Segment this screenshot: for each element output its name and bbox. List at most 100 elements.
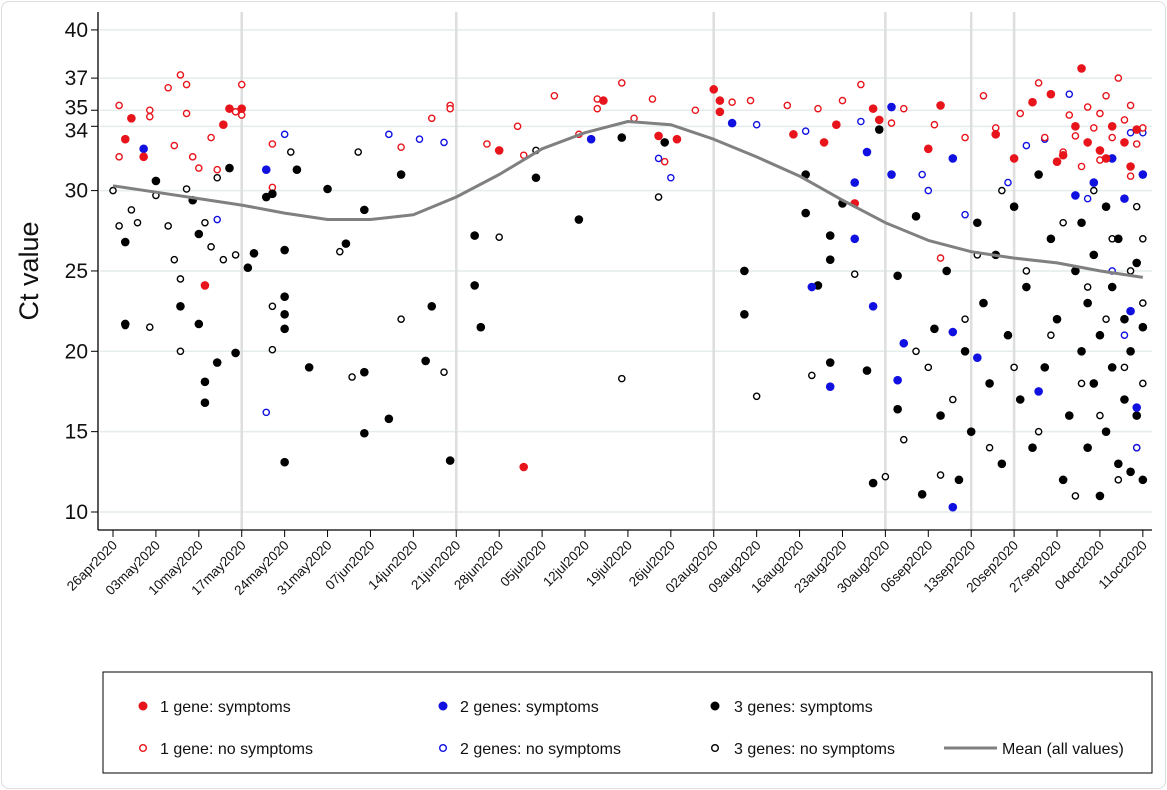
point-3-genes-no-symptoms bbox=[808, 371, 816, 380]
point-2-genes-symptoms bbox=[893, 375, 902, 385]
point-3-genes-no-symptoms bbox=[850, 270, 859, 278]
point-1-gene-symptoms bbox=[139, 152, 148, 162]
point-1-gene-no-symptoms bbox=[176, 71, 185, 79]
y-axis-label: Ct value bbox=[14, 221, 44, 320]
point-3-genes-symptoms bbox=[1120, 395, 1129, 404]
point-1-gene-no-symptoms bbox=[728, 98, 736, 107]
legend-marker-1-gene-no-symptoms bbox=[138, 744, 147, 753]
point-1-gene-symptoms bbox=[599, 96, 608, 105]
point-3-genes-symptoms bbox=[1095, 491, 1105, 501]
point-3-genes-symptoms bbox=[874, 125, 884, 134]
point-1-gene-no-symptoms bbox=[979, 91, 988, 100]
point-2-genes-no-symptoms bbox=[1120, 331, 1129, 340]
point-3-genes-symptoms bbox=[225, 163, 234, 173]
legend-label: 2 genes: symptoms bbox=[460, 699, 599, 716]
point-3-genes-symptoms bbox=[360, 428, 369, 438]
point-1-gene-symptoms bbox=[654, 131, 663, 141]
point-1-gene-symptoms bbox=[219, 120, 228, 130]
point-1-gene-symptoms bbox=[1126, 162, 1135, 171]
point-2-genes-symptoms bbox=[1138, 170, 1148, 179]
point-3-genes-symptoms bbox=[1022, 282, 1031, 292]
point-1-gene-no-symptoms bbox=[115, 101, 123, 110]
point-3-genes-symptoms bbox=[862, 366, 872, 375]
point-3-genes-no-symptoms bbox=[127, 206, 136, 214]
y-tick-label: 40 bbox=[65, 19, 88, 42]
point-1-gene-no-symptoms bbox=[115, 153, 123, 161]
point-3-genes-symptoms bbox=[1107, 363, 1117, 372]
point-3-genes-symptoms bbox=[1028, 443, 1037, 453]
point-1-gene-no-symptoms bbox=[268, 140, 277, 148]
point-3-genes-symptoms bbox=[1034, 170, 1043, 179]
legend-marker-2-genes-symptoms bbox=[438, 701, 448, 711]
point-2-genes-no-symptoms bbox=[1132, 443, 1141, 452]
point-2-genes-no-symptoms bbox=[654, 154, 663, 163]
point-3-genes-symptoms bbox=[911, 212, 921, 221]
point-3-genes-symptoms bbox=[1138, 475, 1148, 485]
point-3-genes-symptoms bbox=[979, 298, 988, 308]
mean-line-group bbox=[112, 120, 1144, 279]
mean-line bbox=[112, 120, 1144, 279]
point-1-gene-symptoms bbox=[936, 101, 945, 110]
point-3-genes-symptoms bbox=[893, 271, 902, 281]
point-3-genes-symptoms bbox=[936, 411, 945, 420]
point-1-gene-no-symptoms bbox=[397, 143, 405, 152]
point-1-gene-symptoms bbox=[709, 85, 719, 94]
point-1-gene-symptoms bbox=[923, 144, 933, 154]
point-2-genes-no-symptoms bbox=[1065, 90, 1074, 98]
point-1-gene-symptoms bbox=[715, 96, 725, 105]
point-1-gene-no-symptoms bbox=[182, 109, 191, 118]
point-3-genes-no-symptoms bbox=[354, 148, 363, 156]
point-1-gene-no-symptoms bbox=[1114, 74, 1123, 82]
point-3-genes-symptoms bbox=[280, 292, 289, 301]
point-3-genes-symptoms bbox=[960, 347, 970, 356]
point-3-genes-symptoms bbox=[825, 255, 835, 265]
point-2-genes-symptoms bbox=[1132, 403, 1142, 412]
point-1-gene-no-symptoms bbox=[961, 133, 969, 142]
point-3-genes-no-symptoms bbox=[1010, 363, 1018, 372]
point-1-gene-no-symptoms bbox=[1016, 109, 1025, 118]
point-3-genes-no-symptoms bbox=[1114, 476, 1123, 484]
point-3-genes-no-symptoms bbox=[752, 392, 761, 401]
point-2-genes-symptoms bbox=[1126, 306, 1135, 316]
point-2-genes-no-symptoms bbox=[440, 138, 448, 147]
point-3-genes-no-symptoms bbox=[170, 255, 179, 264]
point-3-genes-symptoms bbox=[1120, 314, 1129, 324]
point-2-genes-symptoms bbox=[948, 502, 958, 512]
y-tick-label: 10 bbox=[65, 501, 88, 524]
point-3-genes-symptoms bbox=[470, 281, 479, 290]
point-3-genes-symptoms bbox=[1126, 347, 1135, 356]
point-3-genes-symptoms bbox=[1132, 258, 1142, 268]
point-1-gene-no-symptoms bbox=[213, 165, 222, 174]
x-tick-label: 05jul2020 bbox=[497, 538, 549, 590]
point-3-genes-no-symptoms bbox=[336, 247, 344, 256]
legend-label: 3 genes: no symptoms bbox=[734, 741, 895, 758]
point-2-genes-no-symptoms bbox=[1004, 178, 1012, 187]
point-1-gene-no-symptoms bbox=[1034, 79, 1043, 87]
point-3-genes-no-symptoms bbox=[1071, 492, 1080, 500]
point-1-gene-symptoms bbox=[225, 104, 234, 113]
point-3-genes-no-symptoms bbox=[268, 345, 277, 354]
point-3-genes-no-symptoms bbox=[207, 243, 215, 251]
point-3-genes-no-symptoms bbox=[268, 302, 277, 311]
point-2-genes-symptoms bbox=[850, 178, 860, 187]
legend-marker-3-genes-symptoms bbox=[710, 701, 720, 711]
point-1-gene-no-symptoms bbox=[446, 104, 454, 113]
point-1-gene-symptoms bbox=[832, 120, 841, 130]
point-3-genes-symptoms bbox=[1009, 202, 1019, 211]
point-1-gene-symptoms bbox=[1028, 97, 1037, 107]
point-2-genes-no-symptoms bbox=[667, 173, 675, 182]
point-1-gene-symptoms bbox=[789, 130, 798, 139]
point-3-genes-symptoms bbox=[985, 379, 994, 388]
point-3-genes-symptoms bbox=[176, 302, 185, 311]
point-3-genes-symptoms bbox=[1114, 234, 1123, 244]
legend-label: 1 gene: symptoms bbox=[160, 699, 291, 716]
point-2-genes-symptoms bbox=[139, 144, 148, 154]
point-1-gene-no-symptoms bbox=[188, 153, 197, 161]
legend-label: 2 genes: no symptoms bbox=[460, 741, 621, 758]
point-3-genes-symptoms bbox=[1101, 202, 1111, 211]
point-1-gene-symptoms bbox=[1083, 138, 1092, 147]
point-1-gene-symptoms bbox=[1077, 64, 1086, 73]
point-3-genes-no-symptoms bbox=[899, 435, 908, 444]
point-1-gene-no-symptoms bbox=[936, 254, 945, 262]
